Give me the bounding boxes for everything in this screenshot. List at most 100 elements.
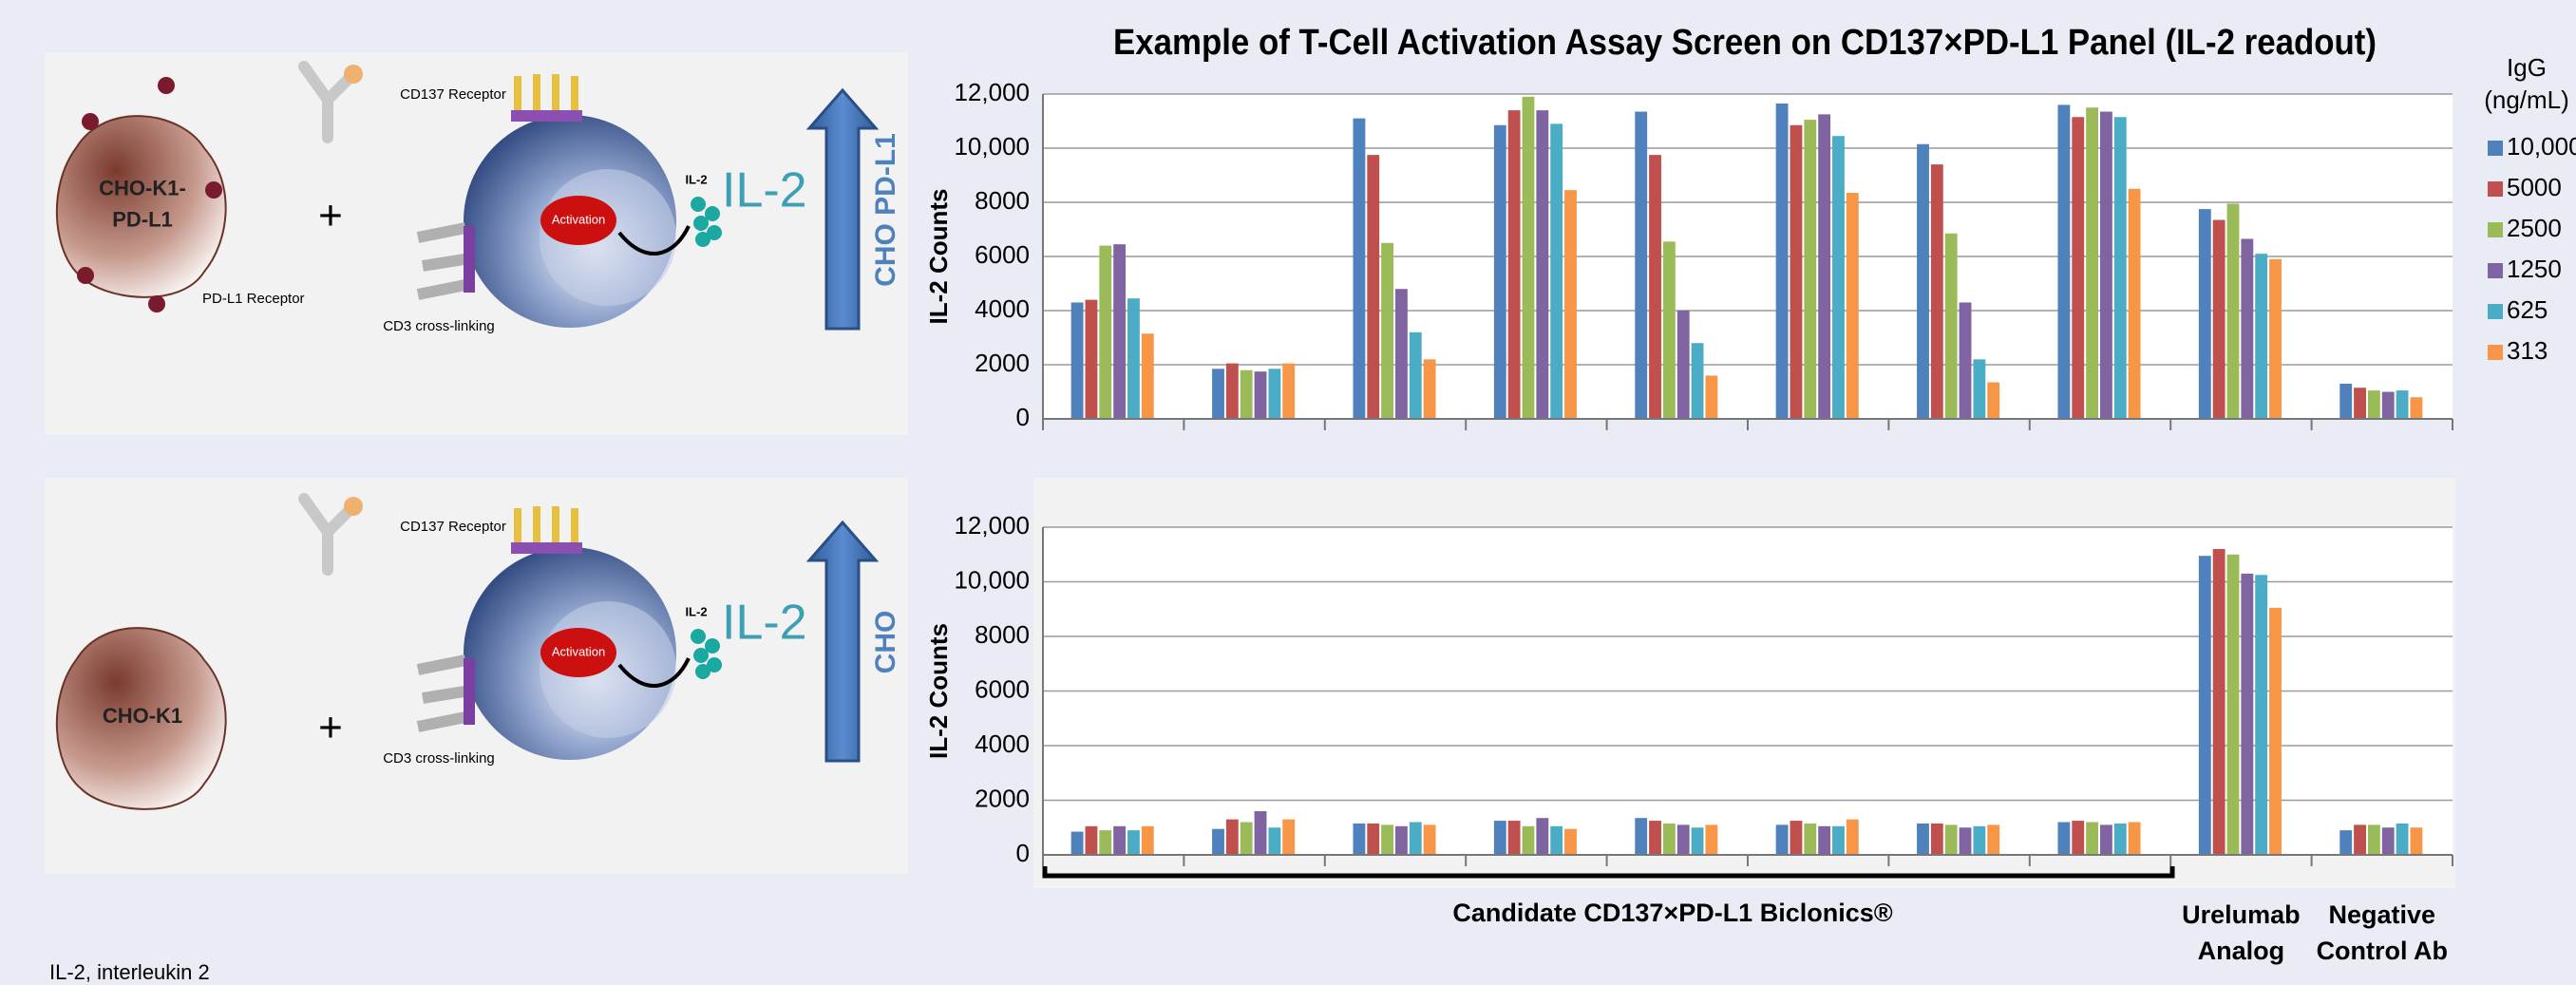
bar: [2227, 555, 2240, 855]
bar: [2269, 608, 2282, 855]
legend-title: (ng/mL): [2484, 85, 2569, 114]
bar: [1847, 193, 1859, 419]
bar: [1395, 826, 1408, 855]
page: Example of T-Cell Activation Assay Scree…: [0, 0, 2576, 985]
y-tick-label: 4000: [975, 729, 1030, 758]
bar: [1960, 302, 1972, 419]
il2-small: IL-2: [685, 172, 707, 186]
legend-label: 2500: [2507, 214, 2562, 242]
y-tick-label: 6000: [975, 240, 1030, 269]
bar: [2114, 824, 2127, 855]
legend-swatch: [2488, 263, 2503, 278]
receptor: [77, 267, 94, 284]
bar: [2339, 384, 2352, 419]
il2-dot: [691, 629, 706, 644]
plus: +: [318, 193, 343, 239]
bar: [2241, 574, 2253, 855]
y-tick-label: 12,000: [954, 511, 1030, 540]
bar: [2410, 397, 2422, 419]
bar: [1523, 97, 1535, 419]
bar: [1677, 311, 1690, 419]
bar: [1212, 829, 1224, 855]
legend-label: 5000: [2507, 173, 2562, 201]
bar: [1649, 821, 1661, 855]
bar: [1705, 824, 1717, 855]
cd137-base: [511, 110, 582, 122]
il2-large: IL-2: [722, 596, 807, 651]
cd3-base: [464, 226, 475, 293]
bar: [1635, 818, 1647, 855]
bar: [1917, 824, 1929, 855]
bar: [1960, 827, 1972, 855]
y-tick-label: 0: [1016, 403, 1030, 431]
bar: [1268, 827, 1280, 855]
bar: [1099, 246, 1111, 419]
bar: [1424, 824, 1436, 855]
bar: [1282, 820, 1295, 855]
legend-swatch: [2488, 181, 2503, 197]
legend-label: 10,000: [2507, 132, 2576, 161]
bar: [1818, 114, 1830, 419]
y-tick-label: 8000: [975, 620, 1030, 649]
bar: [1790, 125, 1803, 419]
arrow-label: CHO: [870, 611, 901, 674]
bar: [1086, 300, 1098, 419]
antibody-tip: [344, 497, 363, 516]
bar: [1508, 110, 1521, 419]
bar: [1508, 821, 1521, 855]
receptor: [148, 295, 165, 313]
bar: [2368, 390, 2380, 419]
x-tick-label: Urelumab Analog: [2165, 897, 2317, 969]
bar: [2057, 823, 2070, 856]
y-tick-label: 10,000: [954, 565, 1030, 594]
bar: [1241, 370, 1253, 419]
legend-label: 313: [2507, 336, 2548, 365]
legend-label: 1250: [2507, 255, 2562, 283]
bar: [1677, 824, 1690, 855]
bar: [1550, 826, 1563, 855]
legend-swatch: [2488, 345, 2503, 360]
bar: [1663, 824, 1676, 855]
bar: [1127, 298, 1140, 419]
bar: [1226, 820, 1239, 855]
bar: [1663, 241, 1676, 419]
bar: [2057, 104, 2070, 419]
bar: [2368, 824, 2380, 855]
receptor: [158, 77, 175, 94]
chart-title: Example of T-Cell Activation Assay Scree…: [1113, 23, 2377, 63]
il2-dot: [695, 232, 710, 247]
bar: [2354, 388, 2366, 419]
cd3-label: CD3 cross-linking: [383, 318, 495, 334]
plus: +: [318, 705, 343, 751]
bar: [2396, 390, 2409, 419]
il2-small: IL-2: [685, 604, 707, 618]
bar: [1973, 826, 1985, 855]
cd3-base: [464, 658, 475, 725]
bar: [1635, 112, 1647, 419]
legend-swatch: [2488, 141, 2503, 156]
receptor-label: PD-L1 Receptor: [202, 291, 305, 307]
arrow-label: CHO PD-L1: [870, 133, 901, 287]
bar: [1804, 120, 1816, 419]
bar: [1818, 826, 1830, 855]
cd137-label: CD137 Receptor: [400, 86, 506, 103]
bar: [2382, 827, 2395, 855]
bar: [2129, 189, 2141, 419]
bar: [1367, 824, 1379, 855]
bar: [1071, 302, 1084, 419]
bar: [2072, 821, 2084, 855]
bar: [2382, 392, 2395, 420]
bar: [2129, 823, 2141, 856]
bar: [2086, 107, 2098, 419]
legend-swatch: [2488, 222, 2503, 237]
cd137-label: CD137 Receptor: [400, 519, 506, 535]
antibody-tip: [344, 65, 363, 84]
bar: [2100, 112, 2112, 419]
bar: [1832, 136, 1845, 419]
bar: [1692, 343, 1704, 419]
bar: [2255, 575, 2267, 855]
bar: [1776, 104, 1789, 419]
activation-label: Activation: [552, 212, 605, 226]
bar: [1523, 826, 1535, 855]
cell-label: CHO-K1: [103, 704, 182, 728]
